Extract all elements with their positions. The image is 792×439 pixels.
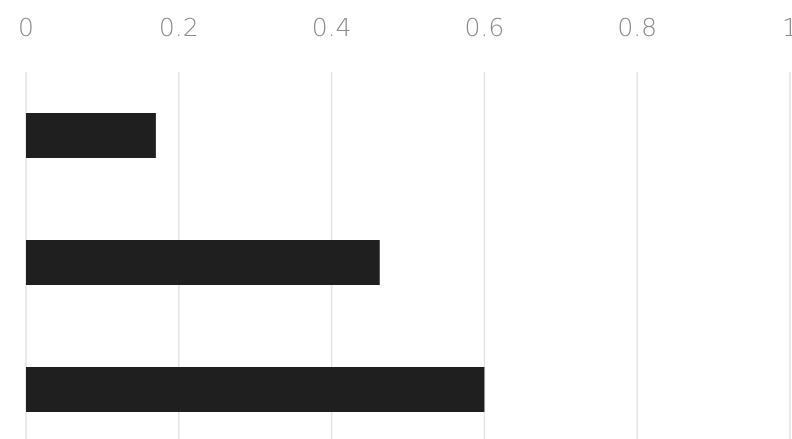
x-tick-label-3: 0.6 xyxy=(465,13,505,42)
x-tick-label-1: 0.2 xyxy=(159,13,199,42)
bars xyxy=(26,113,485,412)
x-tick-label-2: 0.4 xyxy=(312,13,352,42)
bar-2 xyxy=(26,367,485,412)
x-axis-tick-labels: 0 0.2 0.4 0.6 0.8 1 xyxy=(18,13,792,42)
x-tick-label-0: 0 xyxy=(18,13,34,42)
x-tick-label-5: 1 xyxy=(782,13,792,42)
x-tick-label-4: 0.8 xyxy=(617,13,657,42)
bar-0 xyxy=(26,113,156,158)
bar-1 xyxy=(26,240,380,285)
